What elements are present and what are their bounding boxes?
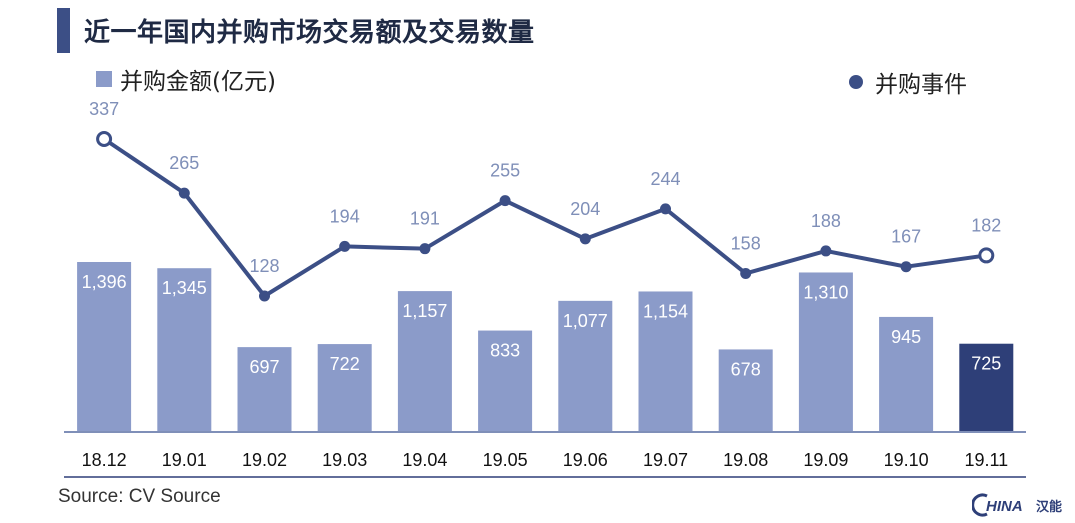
bar-19.01 [157, 268, 212, 432]
line-point [259, 290, 270, 302]
line-value-label: 265 [169, 153, 199, 173]
line-point [178, 187, 190, 199]
x-tick-label: 19.02 [242, 450, 287, 470]
line-value-label: 204 [570, 199, 600, 219]
x-tick-label: 19.01 [162, 450, 207, 470]
legend-bar-series: 并购金额(亿元) [96, 62, 276, 96]
logo-graphic: HINA 汉能 [972, 493, 1062, 517]
bar-19.10 [879, 316, 934, 432]
line-value-label: 128 [249, 256, 279, 276]
bar-value-label: 1,310 [803, 282, 848, 302]
line-value-label: 182 [971, 215, 1001, 235]
bar-value-label: 678 [731, 359, 761, 379]
bar-value-label: 1,345 [162, 278, 207, 298]
line-point [419, 243, 431, 255]
legend-bar-swatch [96, 71, 112, 87]
line-point [579, 233, 591, 245]
chart-title: 近一年国内并购市场交易额及交易数量 [84, 18, 535, 48]
bar-19.11 [959, 343, 1014, 432]
line-value-label: 194 [330, 206, 360, 226]
x-tick-label: 19.05 [483, 450, 528, 470]
legend-line-series: 并购事件 [849, 65, 967, 99]
bar-19.07 [638, 291, 693, 432]
line-value-label: 158 [731, 233, 761, 253]
line-value-label: 244 [650, 169, 680, 189]
line-value-label: 191 [410, 209, 440, 229]
bar-18.12 [77, 262, 132, 432]
x-tick-label: 19.11 [964, 450, 1008, 470]
logo-text: HINA [986, 498, 1023, 515]
bar-value-label: 725 [971, 354, 1001, 374]
logo-c-mark [972, 493, 988, 517]
bar-19.08 [718, 349, 773, 432]
x-tick-label: 19.04 [402, 450, 447, 470]
bar-value-label: 722 [330, 354, 360, 374]
bar-value-label: 1,154 [643, 301, 688, 321]
bar-19.02 [237, 347, 292, 432]
bar-19.04 [397, 291, 452, 432]
title-accent-bar [57, 8, 70, 53]
x-tick-label: 19.08 [723, 450, 768, 470]
bar-value-label: 1,157 [402, 301, 447, 321]
line-value-label: 188 [811, 211, 841, 231]
bar-value-label: 833 [490, 341, 520, 361]
x-tick-label: 19.03 [322, 450, 367, 470]
bar-value-label: 697 [249, 357, 279, 377]
x-tick-label: 18.12 [82, 450, 127, 470]
line-value-label: 167 [891, 227, 921, 247]
line-point [339, 240, 351, 252]
bar-19.06 [558, 300, 613, 432]
bar-19.09 [798, 272, 853, 432]
source-note: Source: CV Source [58, 486, 221, 507]
events-line [102, 137, 987, 298]
x-tick-label: 19.06 [563, 450, 608, 470]
line-point [900, 261, 912, 273]
line-point [660, 203, 671, 215]
line-point [499, 195, 511, 207]
bar-value-label: 1,077 [563, 311, 608, 331]
line-point [96, 131, 113, 147]
line-value-label: 337 [89, 99, 119, 119]
legend-line-label: 并购事件 [875, 72, 967, 98]
bar-value-label: 1,396 [82, 272, 127, 292]
logo-mark: 汉能 [1036, 499, 1062, 515]
bar-19.03 [317, 344, 372, 432]
x-tick-label: 19.07 [643, 450, 688, 470]
bar-value-label: 945 [891, 327, 921, 347]
legend-line-marker [849, 75, 863, 89]
legend-bar-label: 并购金额(亿元) [120, 69, 276, 95]
line-value-label: 255 [490, 161, 520, 181]
bar-19.05 [478, 330, 533, 432]
line-point [978, 247, 995, 264]
line-point [820, 245, 832, 257]
company-logo: HINA 汉能 [972, 492, 1072, 518]
line-point [740, 267, 752, 279]
x-tick-label: 19.10 [884, 450, 929, 470]
x-tick-label: 19.09 [803, 450, 848, 470]
